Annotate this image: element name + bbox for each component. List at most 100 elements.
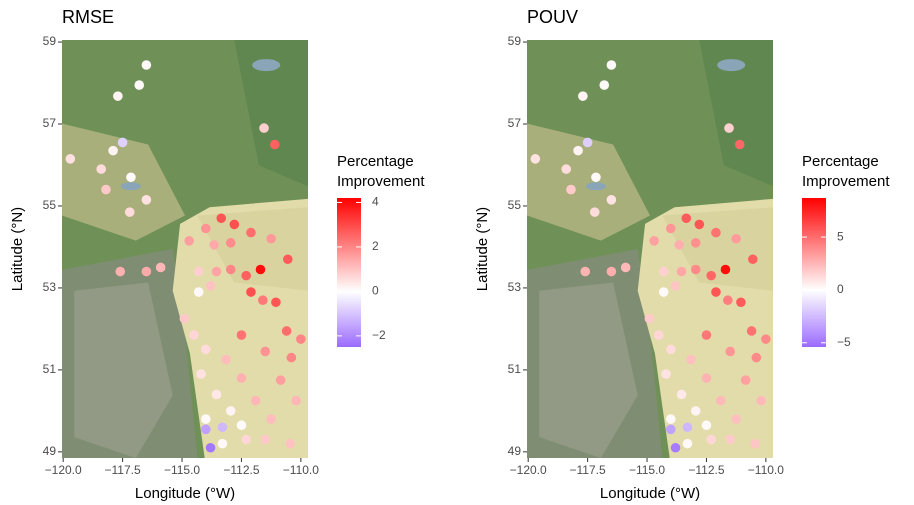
station-point bbox=[677, 267, 687, 277]
station-point bbox=[256, 265, 266, 275]
station-point bbox=[583, 138, 593, 148]
x-tick-label: −115.0 bbox=[629, 463, 665, 477]
station-point bbox=[591, 172, 601, 182]
colorbar-label: −5 bbox=[837, 335, 851, 349]
station-point bbox=[201, 414, 211, 424]
station-point bbox=[189, 330, 199, 340]
station-point bbox=[677, 390, 687, 400]
station-point bbox=[291, 396, 301, 406]
y-axis-label: Latitude (°N) bbox=[474, 207, 491, 291]
y-tick-label: 59 bbox=[43, 34, 57, 48]
chart-title: RMSE bbox=[62, 7, 114, 27]
x-tick-label: −112.5 bbox=[688, 463, 724, 477]
station-point bbox=[206, 281, 216, 291]
station-point bbox=[750, 439, 760, 449]
y-tick-label: 53 bbox=[508, 280, 522, 294]
station-point bbox=[711, 228, 721, 238]
station-point bbox=[659, 287, 669, 297]
station-point bbox=[752, 353, 762, 363]
station-point bbox=[241, 271, 251, 281]
station-point bbox=[741, 375, 751, 385]
legend-title: Improvement bbox=[337, 173, 425, 190]
station-point bbox=[661, 369, 671, 379]
station-point bbox=[716, 396, 726, 406]
station-point bbox=[599, 80, 609, 90]
map-tile bbox=[121, 182, 141, 190]
station-point bbox=[645, 314, 655, 324]
station-point bbox=[723, 295, 733, 305]
y-axis-label: Latitude (°N) bbox=[9, 207, 26, 291]
x-axis-label: Longitude (°W) bbox=[135, 485, 235, 502]
station-point bbox=[251, 396, 261, 406]
station-point bbox=[282, 326, 292, 336]
station-point bbox=[674, 240, 684, 250]
station-point bbox=[276, 375, 286, 385]
station-point bbox=[724, 123, 734, 133]
station-point bbox=[126, 172, 136, 182]
station-point bbox=[241, 435, 251, 445]
station-point bbox=[184, 236, 194, 246]
station-point bbox=[561, 164, 571, 174]
legend-title: Improvement bbox=[802, 173, 890, 190]
x-tick-label: −110.0 bbox=[748, 463, 784, 477]
station-point bbox=[711, 287, 721, 297]
station-point bbox=[125, 207, 135, 217]
station-point bbox=[681, 213, 691, 223]
station-point bbox=[607, 60, 617, 70]
station-point bbox=[649, 236, 659, 246]
station-point bbox=[731, 414, 741, 424]
colorbar bbox=[802, 198, 826, 347]
station-point bbox=[194, 267, 204, 277]
station-point bbox=[230, 220, 240, 230]
station-point bbox=[212, 267, 222, 277]
station-point bbox=[731, 234, 741, 244]
map bbox=[527, 40, 773, 458]
station-point bbox=[218, 422, 228, 432]
y-tick-label: 53 bbox=[43, 280, 57, 294]
station-point bbox=[654, 330, 664, 340]
x-tick-label: −120.0 bbox=[510, 463, 547, 477]
map-tile bbox=[586, 182, 606, 190]
station-point bbox=[706, 271, 716, 281]
y-tick-label: 51 bbox=[43, 362, 57, 376]
station-point bbox=[194, 287, 204, 297]
station-point bbox=[113, 91, 123, 101]
station-point bbox=[226, 406, 236, 416]
x-axis-label: Longitude (°W) bbox=[600, 485, 700, 502]
station-point bbox=[735, 140, 745, 150]
station-point bbox=[691, 406, 701, 416]
station-point bbox=[702, 373, 712, 383]
y-tick-label: 49 bbox=[43, 444, 57, 458]
x-tick-label: −110.0 bbox=[283, 463, 319, 477]
station-point bbox=[221, 355, 231, 365]
station-point bbox=[671, 443, 681, 453]
station-point bbox=[725, 347, 735, 357]
chart: −120.0−117.5−115.0−112.5−110.04951535557… bbox=[0, 0, 914, 505]
station-point bbox=[659, 267, 669, 277]
y-tick-label: 57 bbox=[43, 116, 57, 130]
station-point bbox=[237, 420, 247, 430]
station-point bbox=[702, 330, 712, 340]
colorbar-label: 2 bbox=[372, 239, 379, 253]
station-point bbox=[142, 60, 152, 70]
y-tick-label: 55 bbox=[43, 198, 57, 212]
x-tick-label: −120.0 bbox=[45, 463, 82, 477]
station-point bbox=[756, 396, 766, 406]
station-point bbox=[747, 326, 757, 336]
station-point bbox=[216, 213, 226, 223]
station-point bbox=[666, 425, 676, 435]
station-point bbox=[201, 224, 211, 234]
station-point bbox=[666, 224, 676, 234]
station-point bbox=[702, 420, 712, 430]
colorbar bbox=[337, 198, 361, 347]
colorbar-label: 0 bbox=[372, 284, 379, 298]
legend-title: Percentage bbox=[802, 153, 879, 170]
station-point bbox=[237, 373, 247, 383]
station-point bbox=[258, 295, 268, 305]
station-point bbox=[226, 265, 236, 275]
x-tick-label: −112.5 bbox=[223, 463, 259, 477]
station-point bbox=[283, 254, 293, 264]
station-point bbox=[156, 263, 166, 273]
station-point bbox=[180, 314, 190, 324]
station-point bbox=[201, 345, 211, 355]
